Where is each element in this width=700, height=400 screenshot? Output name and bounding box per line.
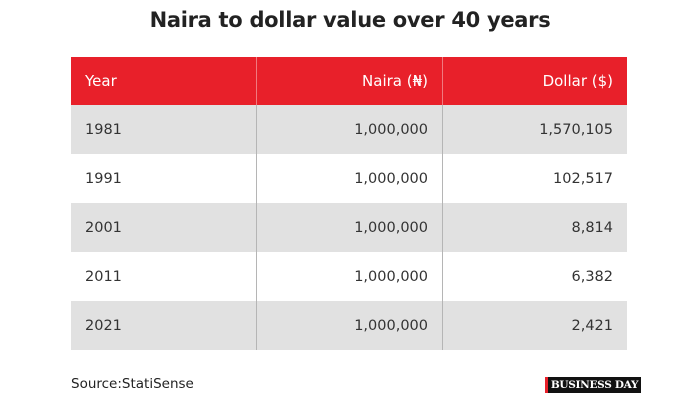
table-cell: 1,000,000 <box>256 252 442 301</box>
table-row: 1981 1,000,000 1,570,105 <box>71 105 627 154</box>
table-row: 2001 1,000,000 8,814 <box>71 203 627 252</box>
column-header: Dollar ($) <box>442 57 627 105</box>
table-cell: 102,517 <box>442 154 627 203</box>
table-cell: 2011 <box>85 268 122 285</box>
table-cell: 6,382 <box>442 252 627 301</box>
table-cell: 1,000,000 <box>256 105 442 154</box>
table-cell: 1,000,000 <box>256 301 442 350</box>
table-cell: 1981 <box>85 121 122 138</box>
source: Source:StatiSense <box>71 376 194 392</box>
header-row: Year Naira (₦) Dollar ($) <box>71 57 627 105</box>
table-cell: 2001 <box>85 219 122 236</box>
logo: BUSINESS DAY <box>545 377 641 393</box>
table-row: 2021 1,000,000 2,421 <box>71 301 627 350</box>
table-cell: 1991 <box>85 170 122 187</box>
table-cell: 8,814 <box>442 203 627 252</box>
title: Naira to dollar value over 40 years <box>149 8 551 32</box>
table-cell: 2,421 <box>442 301 627 350</box>
table-row: 2011 1,000,000 6,382 <box>71 252 627 301</box>
table-cell: 2021 <box>85 317 122 334</box>
column-header: Year <box>85 72 117 90</box>
table-cell: 1,000,000 <box>256 154 442 203</box>
table-cell: 1,570,105 <box>442 105 627 154</box>
table-row: 1991 1,000,000 102,517 <box>71 154 627 203</box>
table-cell: 1,000,000 <box>256 203 442 252</box>
table: Year Naira (₦) Dollar ($) 1981 1,000,000 1,57… <box>71 57 627 350</box>
column-header: Naira (₦) <box>256 57 442 105</box>
